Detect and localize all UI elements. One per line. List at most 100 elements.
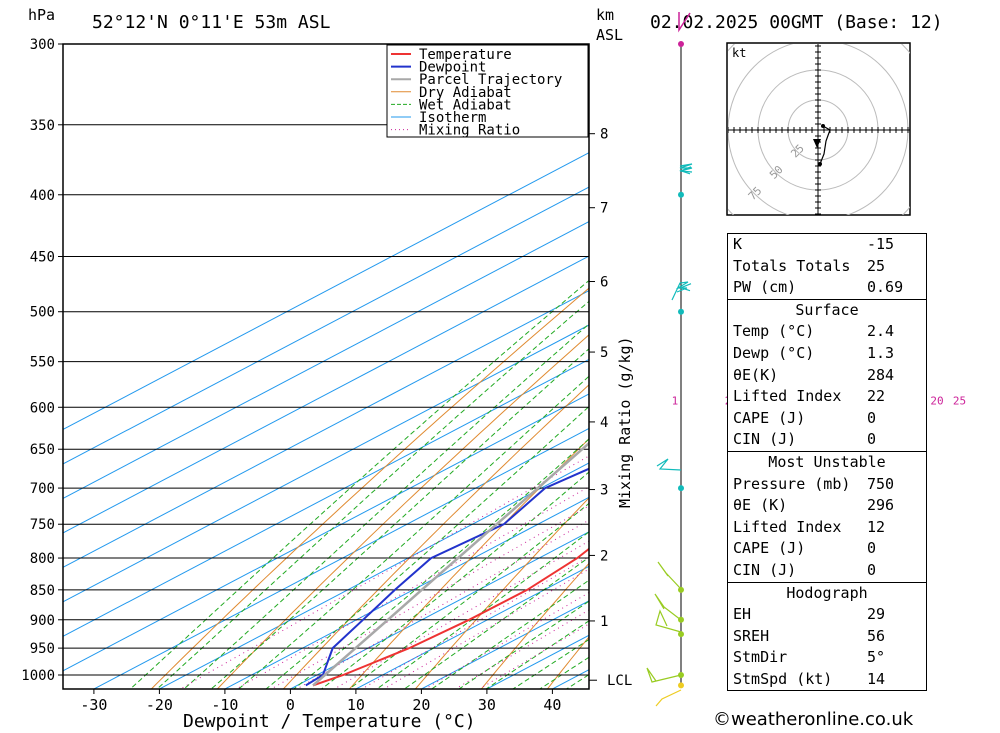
isotherm-line <box>63 393 589 672</box>
surface-label: θE(K) <box>733 365 779 384</box>
most-unstable-row: Lifted Index 12 <box>728 517 926 539</box>
mixing-ratio-line <box>179 455 589 689</box>
pressure-tick-label: 850 <box>30 583 55 599</box>
legend-label: Wet Adiabat <box>419 97 512 113</box>
isotherm-line <box>63 358 589 637</box>
isotherm-line <box>63 221 589 499</box>
wind-barb <box>657 561 682 590</box>
mixing-ratio-line <box>235 486 589 689</box>
x-tick-label: -20 <box>146 696 173 714</box>
surface-label: Temp (°C) <box>733 322 815 341</box>
dry-adiabat-line <box>546 636 589 689</box>
surface-value: 0 <box>867 408 877 427</box>
hodograph-point <box>821 124 825 128</box>
lcl-label: LCL <box>607 673 632 689</box>
pressure-unit-label: hPa <box>28 6 55 24</box>
mixing-ratio-axis-label: Mixing Ratio (g/kg) <box>616 336 634 508</box>
surface-label: Lifted Index <box>733 387 842 406</box>
x-tick-label: 30 <box>478 696 496 714</box>
x-tick-label: 10 <box>347 696 365 714</box>
index-label: K <box>733 235 743 253</box>
most-unstable-value: 12 <box>867 517 886 536</box>
wind-barb <box>656 458 682 471</box>
most-unstable-value: 0 <box>867 560 877 579</box>
legend-label: Dewpoint <box>419 60 486 76</box>
wind-level-dot <box>678 682 684 689</box>
surface-label: CAPE (J) <box>733 408 806 427</box>
plot-frame <box>62 43 590 690</box>
most-unstable-row: CIN (J) 0 <box>728 560 926 582</box>
wind-barb <box>655 609 682 633</box>
isotherm-line <box>289 531 589 689</box>
dry-adiabat-line <box>282 384 589 689</box>
mixing-ratio-line <box>478 623 589 689</box>
hodograph-stat-row: StmDir 5° <box>728 647 926 669</box>
storm-motion-marker <box>813 139 821 148</box>
legend-label: Isotherm <box>419 110 486 126</box>
hodograph-stat-value: 56 <box>867 626 886 645</box>
wind-barb <box>679 163 693 173</box>
mixing-ratio-label: 1 <box>672 394 679 407</box>
wind-level-dot <box>678 586 684 593</box>
pressure-tick-label: 700 <box>30 481 55 497</box>
temperature-line <box>312 547 589 687</box>
most-unstable-value: 296 <box>867 496 895 515</box>
most-unstable-label: CAPE (J) <box>733 539 806 558</box>
most-unstable-value: 750 <box>867 474 895 493</box>
km-tick-label: 7 <box>600 201 608 217</box>
wet-adiabat-line <box>156 300 589 689</box>
wet-adiabat-line <box>375 531 589 689</box>
pressure-tick-label: 400 <box>30 188 55 204</box>
dewpoint-line <box>305 467 589 687</box>
wind-barb <box>646 667 682 683</box>
hodograph-stat-value: 29 <box>867 605 886 624</box>
most-unstable-label: Pressure (mb) <box>733 474 851 493</box>
hodograph-stat-label: EH <box>733 605 752 624</box>
mixing-ratio-label: 20 <box>930 394 943 407</box>
wet-adiabat-line <box>458 600 589 689</box>
km-tick-label: 5 <box>600 345 608 361</box>
pressure-tick-label: 600 <box>30 400 55 416</box>
km-tick-label: 8 <box>600 127 608 143</box>
index-value: -15 <box>867 235 895 253</box>
isotherm-line <box>63 255 589 534</box>
pressure-tick-label: 300 <box>30 37 55 53</box>
wind-level-dot <box>678 191 684 198</box>
surface-row: Temp (°C) 2.4 <box>728 321 926 343</box>
pressure-tick-label: 550 <box>30 355 55 371</box>
surface-value: 284 <box>867 365 895 384</box>
hodograph-unit-label: kt <box>732 46 746 60</box>
hodograph-trace <box>819 125 831 165</box>
legend-label: Parcel Trajectory <box>419 72 562 88</box>
index-label: PW (cm) <box>733 278 797 297</box>
pressure-tick-label: 350 <box>30 118 55 134</box>
km-tick-label: 3 <box>600 483 608 499</box>
isotherm-line <box>63 152 589 431</box>
parcel-trajectory-line <box>312 441 589 687</box>
surface-row: θE(K) 284 <box>728 365 926 387</box>
x-tick-label: -30 <box>80 696 107 714</box>
pressure-tick-label: 950 <box>30 641 55 657</box>
most-unstable-row: Pressure (mb) 750 <box>728 474 926 496</box>
x-tick-label: -10 <box>211 696 238 714</box>
wind-level-dot <box>678 485 684 492</box>
legend-label: Temperature <box>419 47 512 63</box>
most-unstable-label: CIN (J) <box>733 560 797 579</box>
x-axis-label: Dewpoint / Temperature (°C) <box>183 711 476 732</box>
surface-row: Lifted Index 22 <box>728 386 926 408</box>
index-row: PW (cm) 0.69 <box>728 277 926 299</box>
isotherm-line <box>63 289 589 568</box>
wind-barb <box>654 593 682 621</box>
hodograph-point <box>818 162 822 166</box>
pressure-tick-label: 500 <box>30 305 55 321</box>
wind-barb-column <box>646 12 693 707</box>
wind-level-dot <box>678 41 684 47</box>
most-unstable-label: θE (K) <box>733 496 788 515</box>
location-label: 52°12'N 0°11'E 53m ASL <box>92 12 331 33</box>
pressure-tick-label: 900 <box>30 613 55 629</box>
km-tick-label: 1 <box>600 614 608 630</box>
footer-credit[interactable]: ©weatheronline.co.uk <box>713 709 914 730</box>
